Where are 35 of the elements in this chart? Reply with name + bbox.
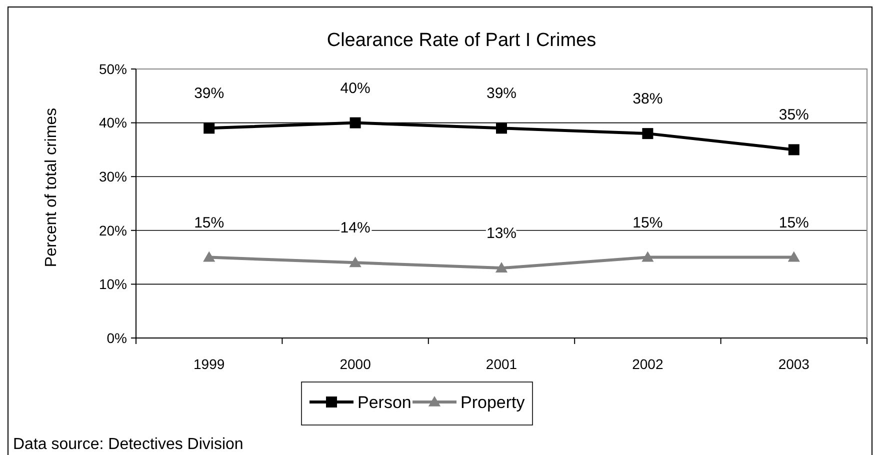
point <box>204 122 215 134</box>
y-tick-label: 40% <box>98 114 127 131</box>
data-label: 13% <box>486 225 517 242</box>
legend-label: Person <box>358 392 412 412</box>
y-tick-label: 10% <box>98 276 127 292</box>
y-axis-title: Percent of total crimes <box>43 108 60 268</box>
y-tick-label: 30% <box>98 168 127 184</box>
point <box>350 117 361 128</box>
x-tick-label: 1999 <box>194 356 225 372</box>
data-label: 39% <box>194 85 224 102</box>
point <box>788 144 800 156</box>
point <box>495 262 508 272</box>
x-tick-label: 2001 <box>486 356 518 372</box>
data-label: 35% <box>778 106 809 124</box>
source-note: Data source: Detectives Division <box>13 436 244 453</box>
data-label: 38% <box>632 90 663 108</box>
legend-label: Property <box>460 392 526 412</box>
x-tick-label: 2000 <box>340 356 372 372</box>
point <box>642 128 654 140</box>
data-label: 15% <box>194 214 224 232</box>
data-label: 15% <box>778 214 809 232</box>
point <box>203 251 216 262</box>
point <box>788 251 800 262</box>
point <box>349 256 362 268</box>
y-tick-label: 0% <box>106 330 127 346</box>
x-tick-label: 2003 <box>778 356 810 372</box>
x-tick-label: 2002 <box>632 356 664 372</box>
y-tick-label: 20% <box>98 222 127 238</box>
data-label: 39% <box>486 85 517 102</box>
point <box>496 122 507 134</box>
y-tick-label: 50% <box>98 60 127 77</box>
data-label: 15% <box>632 214 663 232</box>
point <box>642 251 654 262</box>
chart-title: Clearance Rate of Part I Crimes <box>326 30 596 51</box>
data-label: 40% <box>340 80 370 97</box>
